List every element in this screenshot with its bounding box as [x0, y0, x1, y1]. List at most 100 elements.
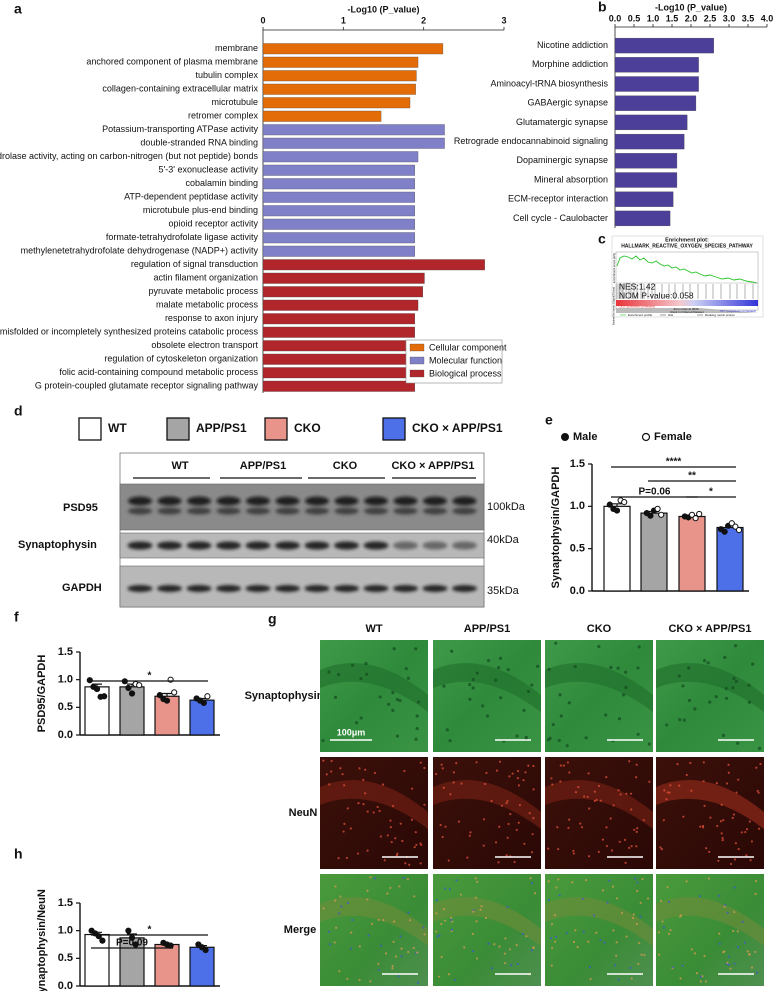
cell-dot [636, 666, 640, 670]
bar [189, 699, 215, 736]
cell-dot [566, 761, 570, 764]
cell-dot [389, 819, 392, 822]
x-tick-label: 2.0 [685, 13, 698, 23]
cell-dot [669, 929, 672, 932]
cell-dot [509, 813, 512, 816]
cell-dot [690, 948, 693, 951]
cell-dot [547, 880, 550, 883]
cell-dot [358, 767, 361, 770]
cell-dot [379, 944, 383, 947]
bar [262, 353, 415, 365]
cell-dot [490, 967, 493, 970]
data-point [163, 697, 171, 704]
cell-dot [359, 676, 363, 681]
bar [262, 205, 415, 217]
bar [262, 326, 415, 338]
significance-label: * [148, 671, 152, 682]
cell-dot [334, 899, 337, 902]
cell-dot [732, 676, 736, 681]
cell-dot [408, 863, 411, 866]
legend-label: APP/PS1 [196, 421, 247, 435]
cell-dot [557, 847, 560, 851]
cell-dot [717, 859, 720, 862]
cell-dot [474, 877, 477, 880]
cell-dot [557, 738, 561, 743]
cell-layer [656, 896, 764, 946]
data-point [613, 507, 621, 514]
cell-dot [556, 826, 559, 829]
cell-dot [443, 908, 446, 911]
error-bar [612, 503, 622, 507]
y-tick-label: 1.5 [58, 646, 73, 658]
p-value: NOM P-value:0.058 [619, 290, 694, 300]
cell-dot [574, 929, 577, 932]
cell-dot [754, 950, 757, 954]
cell-dot [422, 926, 425, 929]
micrograph [433, 874, 541, 986]
cell-dot [356, 852, 360, 855]
cell-dot [507, 822, 510, 826]
cell-dot [549, 937, 553, 940]
x-tick-label: 3 [501, 15, 506, 25]
data-point [156, 692, 163, 699]
cell-dot [551, 783, 554, 786]
cell-dot [455, 879, 458, 882]
cell-dot [407, 950, 410, 954]
cell-dot [588, 807, 591, 810]
cell-dot [754, 892, 757, 895]
bar [154, 943, 180, 987]
cell-dot [718, 942, 721, 945]
micrograph [545, 757, 653, 869]
cell-dot [555, 935, 558, 938]
blot-band [334, 496, 359, 506]
cell-layer [320, 779, 428, 829]
cell-dot [442, 786, 445, 789]
cell-dot [453, 978, 457, 981]
cell-dot [396, 852, 399, 855]
bar [603, 505, 631, 592]
cell-dot [665, 723, 669, 727]
data-point [721, 528, 728, 535]
cell-dot [661, 920, 664, 923]
cell-dot [357, 802, 360, 805]
cell-dot [443, 919, 447, 922]
cell-dot [619, 793, 622, 796]
cell-dot [689, 761, 692, 765]
cell-dot [389, 825, 392, 829]
significance-label: * [709, 487, 713, 498]
x-tick-label: 2.5 [704, 13, 717, 23]
cell-dot [516, 769, 520, 773]
cell-dot [364, 661, 368, 666]
x-tick-label: 4.0 [761, 13, 774, 23]
cell-dot [748, 820, 751, 823]
bar [262, 245, 415, 257]
cell-dot [447, 859, 450, 862]
cell-dot [667, 932, 671, 935]
cell-dot [394, 955, 398, 958]
cell-dot [475, 671, 479, 675]
cell-dot [630, 977, 633, 980]
category-label: G protein-coupled glutamate receptor sig… [35, 381, 259, 391]
data-point [696, 510, 703, 518]
cell-dot [494, 841, 498, 844]
cell-dot [506, 905, 509, 909]
cell-dot [367, 934, 370, 937]
cell-dot [516, 777, 519, 780]
positive-label: 'CKO' (positively correlated) [618, 304, 655, 308]
cell-dot [413, 846, 416, 849]
blot-band [393, 507, 418, 515]
cell-dot [547, 847, 550, 850]
cell-dot [330, 759, 333, 763]
bar [262, 151, 419, 163]
cell-dot [716, 824, 719, 828]
y-tick-label: 0.0 [570, 585, 585, 597]
cell-dot [666, 791, 669, 794]
cell-dot [455, 762, 458, 765]
category-label: Aminoacyl-tRNA biosynthesis [490, 78, 608, 88]
cell-dot [349, 947, 353, 950]
cell-dot [435, 912, 438, 915]
category-label: Dopaminergic synapse [516, 155, 608, 165]
cell-dot [609, 817, 612, 820]
cell-dot [601, 838, 604, 841]
blot-band [305, 496, 329, 506]
